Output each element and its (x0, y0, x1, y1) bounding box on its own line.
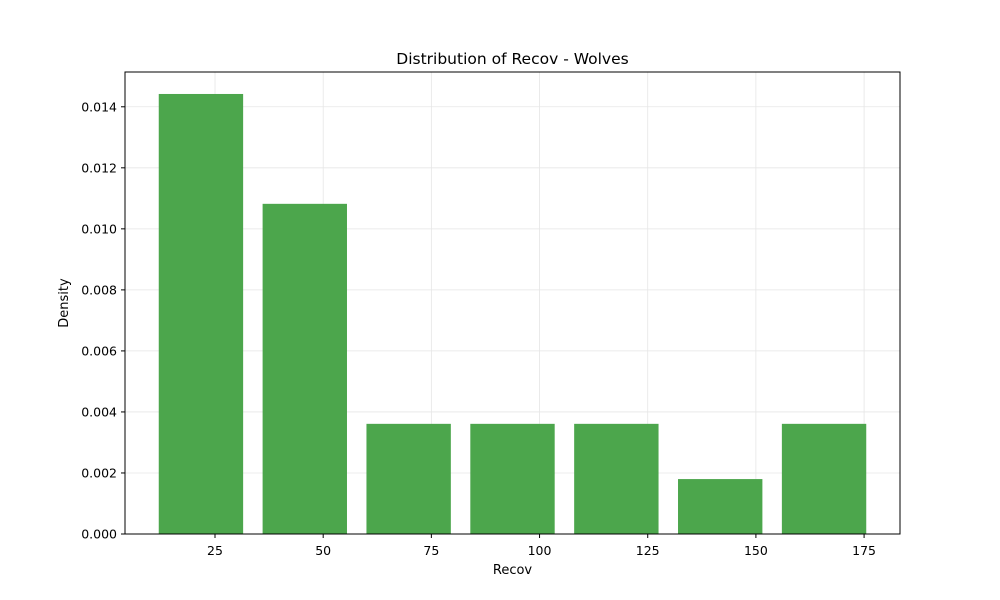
y-tick-label: 0.008 (81, 282, 117, 297)
plot-frame (124, 71, 901, 535)
x-tick-label: 25 (207, 543, 223, 558)
y-axis-label: Density (57, 278, 72, 328)
x-tick-label: 75 (423, 543, 439, 558)
y-tick-label: 0.010 (81, 221, 117, 236)
histogram-bar (158, 93, 244, 534)
x-axis-ticks: 25 50 75 100 125 150 175 (207, 534, 876, 558)
y-tick-label: 0.012 (81, 160, 117, 175)
grid (125, 72, 900, 535)
histogram-bar (574, 423, 659, 534)
histogram-bar (781, 423, 867, 534)
x-tick-label: 50 (315, 543, 331, 558)
histogram-bar (262, 203, 347, 534)
x-tick-label: 100 (528, 543, 552, 558)
x-tick-label: 125 (636, 543, 660, 558)
bars (158, 93, 867, 534)
y-tick-label: 0.004 (81, 404, 117, 419)
x-axis-label: Recov (493, 563, 533, 578)
y-axis-ticks: 0.000 0.002 0.004 0.006 0.008 0.010 0.012 0.014 (81, 99, 125, 542)
histogram-bar (470, 423, 555, 534)
y-tick-label: 0.000 (81, 527, 117, 542)
histogram-bar (678, 479, 763, 534)
y-tick-label: 0.014 (81, 99, 117, 114)
y-tick-label: 0.002 (81, 465, 117, 480)
chart-title: Distribution of Recov - Wolves (396, 50, 628, 68)
histogram-bar (366, 423, 451, 534)
x-tick-label: 150 (744, 543, 768, 558)
y-tick-label: 0.006 (81, 343, 117, 358)
x-tick-label: 175 (852, 543, 876, 558)
